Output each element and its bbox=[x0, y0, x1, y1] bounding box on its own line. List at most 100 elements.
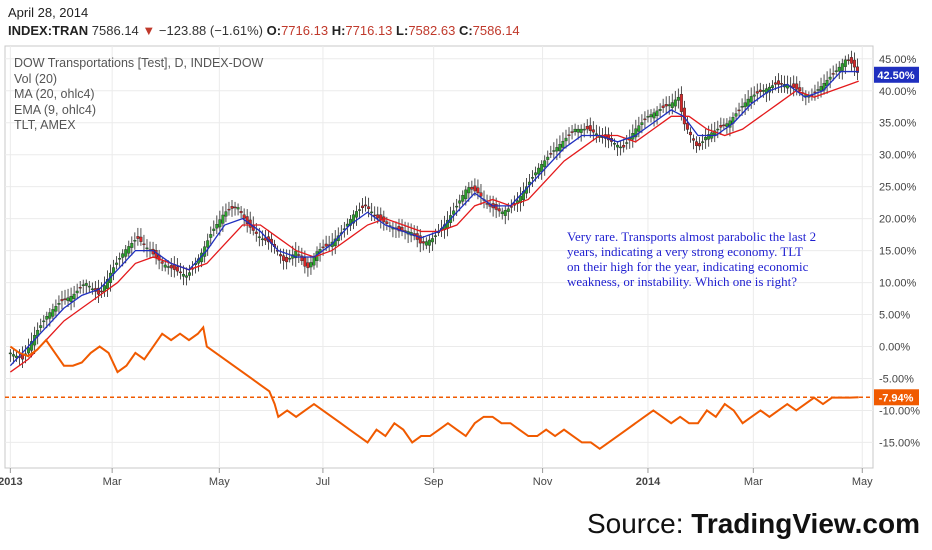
price-tag-box bbox=[874, 66, 919, 83]
candle-body bbox=[661, 105, 665, 108]
candle-body bbox=[66, 297, 70, 302]
candle-body bbox=[479, 192, 483, 197]
candle-body bbox=[749, 96, 753, 103]
candle-body bbox=[242, 214, 246, 219]
candle-body bbox=[433, 235, 437, 237]
candle-body bbox=[773, 82, 777, 85]
candle-body bbox=[852, 59, 856, 68]
y-tick-label: 5.00% bbox=[879, 310, 910, 322]
candle-body bbox=[567, 134, 571, 136]
candle-body bbox=[245, 216, 249, 224]
candle-body bbox=[118, 258, 122, 260]
candle-body bbox=[652, 112, 656, 119]
candle-body bbox=[485, 203, 489, 205]
source-prefix: Source: bbox=[586, 508, 692, 539]
candle-body bbox=[421, 241, 425, 244]
candle-body bbox=[752, 94, 756, 97]
y-tick-label: 10.00% bbox=[879, 278, 917, 290]
candle-body bbox=[625, 142, 629, 144]
candle-body bbox=[206, 240, 210, 248]
candle-body bbox=[282, 255, 286, 261]
candle-body bbox=[534, 172, 538, 176]
candle-body bbox=[734, 113, 738, 117]
candle-body bbox=[348, 219, 352, 226]
candle-body bbox=[254, 231, 258, 234]
candle-body bbox=[215, 224, 219, 229]
candle-body bbox=[558, 144, 562, 152]
candle-body bbox=[649, 114, 653, 118]
symbol: INDEX:TRAN bbox=[8, 23, 89, 38]
candle-body bbox=[160, 261, 164, 264]
candle-body bbox=[312, 256, 316, 266]
candle-body bbox=[840, 63, 844, 71]
candle-body bbox=[585, 125, 589, 130]
candle-body bbox=[209, 234, 213, 238]
candle-body bbox=[673, 99, 677, 107]
candle-body bbox=[725, 123, 729, 127]
candle-body bbox=[233, 206, 237, 209]
candle-body bbox=[846, 59, 850, 61]
candle-body bbox=[163, 264, 167, 268]
candle-body bbox=[670, 102, 674, 108]
candle-body bbox=[72, 293, 76, 299]
candle-body bbox=[780, 83, 784, 85]
candle-body bbox=[622, 145, 626, 148]
candle-body bbox=[643, 118, 647, 121]
candle-body bbox=[849, 57, 853, 64]
candle-body bbox=[30, 341, 34, 351]
candle-body bbox=[96, 287, 100, 295]
candle-body bbox=[494, 204, 498, 210]
candle-body bbox=[239, 211, 243, 214]
candle-body bbox=[370, 211, 374, 214]
candle-body bbox=[467, 187, 471, 194]
candle-body bbox=[594, 133, 598, 136]
candle-body bbox=[115, 262, 119, 265]
candle-body bbox=[373, 214, 377, 217]
candle-body bbox=[227, 208, 231, 211]
candle-body bbox=[537, 167, 541, 175]
candle-body bbox=[75, 290, 79, 294]
candle-body bbox=[646, 116, 650, 118]
candle-body bbox=[685, 122, 689, 130]
source-brand: TradingView.com bbox=[691, 508, 920, 539]
candle-body bbox=[676, 96, 680, 101]
candle-body bbox=[84, 283, 88, 286]
candle-body bbox=[181, 274, 185, 277]
candle-body bbox=[136, 236, 140, 239]
candle-body bbox=[531, 177, 535, 179]
candle-body bbox=[640, 122, 644, 125]
legend-item-ema: EMA (9, ohlc4) bbox=[14, 102, 96, 117]
candle-body bbox=[121, 253, 125, 258]
candle-body bbox=[761, 90, 765, 92]
candle-body bbox=[591, 129, 595, 133]
y-tick-label: 25.00% bbox=[879, 182, 917, 194]
candle-body bbox=[230, 206, 234, 209]
price-chart[interactable]: 45.00% 40.00% 35.00% 30.00% 25.00% 20.00% 15.0… bbox=[0, 42, 932, 497]
y-tick-label: 0.00% bbox=[879, 342, 910, 354]
candle-body bbox=[828, 76, 832, 80]
candle-body bbox=[855, 66, 859, 73]
candle-body bbox=[582, 128, 586, 131]
candle-body bbox=[722, 124, 726, 127]
candle-body bbox=[716, 128, 720, 131]
high-value: 7716.13 bbox=[345, 23, 393, 38]
candle-body bbox=[561, 140, 565, 148]
candle-body bbox=[306, 262, 310, 269]
candle-body bbox=[99, 290, 103, 293]
candle-body bbox=[688, 131, 692, 136]
legend-item-vol: Vol (20) bbox=[14, 71, 58, 86]
candle-body bbox=[166, 266, 170, 268]
candle-body bbox=[792, 83, 796, 88]
x-tick-label: Jul bbox=[316, 476, 330, 488]
open-label: O: bbox=[266, 23, 282, 38]
close-label: C: bbox=[458, 23, 473, 38]
candle-body bbox=[546, 156, 550, 160]
y-tick-label: 35.00% bbox=[879, 118, 917, 130]
candle-body bbox=[54, 306, 58, 312]
candle-body bbox=[427, 239, 431, 246]
candle-body bbox=[500, 211, 504, 214]
tlt-tag-label: -7.94% bbox=[879, 392, 914, 404]
candle-body bbox=[260, 238, 264, 241]
legend-item-ma: MA (20, ohlc4) bbox=[14, 87, 95, 101]
y-tick-label: 45.00% bbox=[879, 54, 917, 66]
